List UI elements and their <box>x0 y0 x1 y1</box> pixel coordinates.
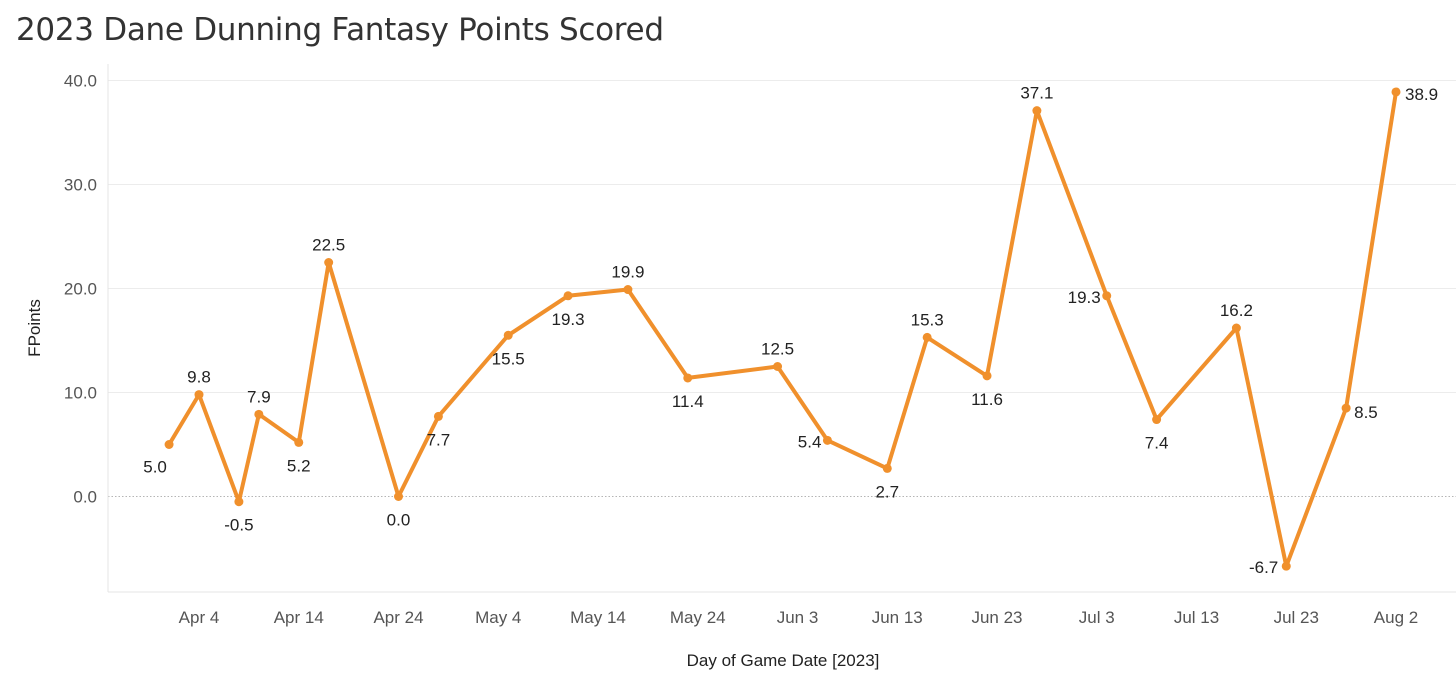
x-tick-label: May 24 <box>670 608 726 627</box>
y-axis-title: FPoints <box>25 299 44 357</box>
data-point <box>773 362 783 371</box>
x-tick-label: Jul 13 <box>1174 608 1219 627</box>
y-tick-label: 10.0 <box>64 384 97 403</box>
data-point <box>394 492 403 501</box>
x-tick-label: Aug 2 <box>1374 608 1418 627</box>
x-tick-label: Jun 13 <box>872 608 923 627</box>
data-label: 0.0 <box>387 511 411 530</box>
data-point <box>563 291 573 301</box>
x-tick-label: Apr 24 <box>373 608 423 627</box>
x-tick-label: Jul 23 <box>1274 608 1319 627</box>
data-point <box>234 497 244 507</box>
data-labels: 5.0 9.8 -0.5 7.9 5.2 22.5 0.0 7.7 15.5 19.3 19.9 11… <box>143 84 1438 578</box>
gridlines <box>108 80 1456 497</box>
data-point <box>1281 561 1291 571</box>
y-tick-labels: 40.0 30.0 20.0 10.0 0.0 <box>64 72 97 507</box>
x-tick-label: Jun 3 <box>777 608 819 627</box>
data-point <box>623 285 633 295</box>
data-label: 7.7 <box>427 430 451 449</box>
x-tick-label: Apr 4 <box>179 608 220 627</box>
x-tick-label: Jun 23 <box>971 608 1022 627</box>
y-tick-label: 30.0 <box>64 176 97 195</box>
data-label: 16.2 <box>1220 301 1253 320</box>
data-point <box>433 411 443 421</box>
data-point <box>1102 291 1112 301</box>
data-point <box>503 330 513 340</box>
data-label: 9.8 <box>187 368 211 387</box>
data-label: 38.9 <box>1405 85 1438 104</box>
data-label: 5.4 <box>798 432 822 451</box>
data-point <box>1391 87 1401 97</box>
data-label: 7.4 <box>1145 434 1169 453</box>
y-tick-label: 20.0 <box>64 280 97 299</box>
data-label: 5.2 <box>287 456 311 475</box>
data-point <box>822 435 832 445</box>
data-label: 11.6 <box>971 390 1003 409</box>
x-tick-label: Apr 14 <box>274 608 324 627</box>
x-tick-label: May 14 <box>570 608 626 627</box>
data-point <box>683 373 693 383</box>
data-label: 19.9 <box>611 263 644 282</box>
data-point <box>1341 403 1351 413</box>
x-tick-labels: Apr 4 Apr 14 Apr 24 May 4 May 14 May 24 Jun 3 J… <box>179 608 1419 627</box>
x-tick-label: Jul 3 <box>1079 608 1115 627</box>
data-point <box>1152 415 1162 425</box>
data-point <box>1231 323 1241 333</box>
axes <box>107 64 1456 593</box>
data-label: 37.1 <box>1020 84 1053 103</box>
data-label: 15.5 <box>492 349 525 368</box>
data-point <box>1032 106 1042 116</box>
data-label: 5.0 <box>143 458 167 477</box>
y-tick-label: 40.0 <box>64 72 97 91</box>
data-point <box>882 463 892 473</box>
data-label: 22.5 <box>312 236 345 255</box>
series-fpoints <box>164 87 1401 571</box>
data-label: 2.7 <box>875 482 899 501</box>
data-label: 11.4 <box>672 392 704 411</box>
data-label: 7.9 <box>247 387 271 406</box>
x-tick-label: May 4 <box>475 608 521 627</box>
chart-title: 2023 Dane Dunning Fantasy Points Scored <box>16 12 664 48</box>
data-label: 15.3 <box>911 310 944 329</box>
x-axis-title: Day of Game Date [2023] <box>687 651 880 670</box>
data-point <box>922 332 932 342</box>
data-label: 19.3 <box>552 310 585 329</box>
data-label: -6.7 <box>1249 558 1278 577</box>
data-point <box>164 440 174 449</box>
data-label: -0.5 <box>224 516 253 535</box>
data-point <box>294 437 304 447</box>
data-label: 8.5 <box>1354 403 1378 422</box>
data-point <box>982 371 992 381</box>
data-point <box>194 390 204 400</box>
data-label: 12.5 <box>761 340 794 359</box>
y-tick-label: 0.0 <box>73 488 97 507</box>
data-point <box>324 258 334 267</box>
data-point <box>254 409 264 419</box>
data-label: 19.3 <box>1068 288 1101 307</box>
series-line <box>167 89 1398 569</box>
